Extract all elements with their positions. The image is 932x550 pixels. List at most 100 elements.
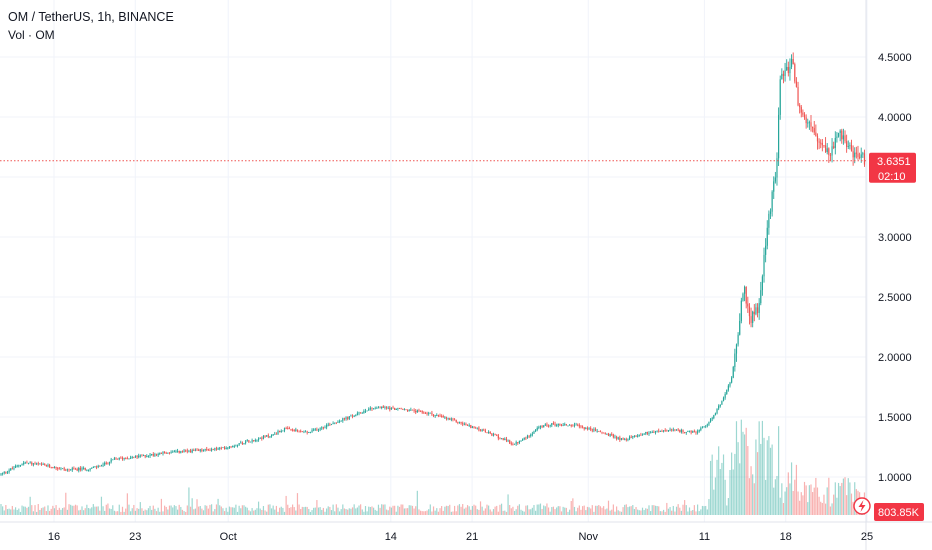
candle-body: [846, 141, 848, 147]
volume-bar: [138, 508, 140, 515]
volume-bar: [684, 500, 686, 515]
candle-body: [852, 151, 854, 158]
candle-body: [815, 132, 817, 136]
volume-bar: [492, 509, 495, 515]
volume-bar: [442, 510, 444, 515]
candle-body: [5, 471, 7, 473]
candle-body: [248, 440, 250, 443]
candle-body: [374, 408, 376, 410]
volume-bar: [191, 498, 193, 515]
price-candles[interactable]: [0, 52, 866, 476]
volume-bar: [173, 505, 175, 515]
candle-body: [277, 430, 279, 435]
volume-bar: [34, 505, 36, 515]
candle-body: [661, 431, 663, 432]
volume-bar: [87, 508, 90, 515]
candle-body: [128, 458, 130, 460]
volume-bar: [449, 504, 451, 515]
price-axis[interactable]: 4.50004.00003.50003.00002.50002.00001.50…: [878, 52, 912, 484]
candle-body: [343, 418, 346, 420]
volume-bar: [497, 511, 499, 515]
volume-bar: [356, 507, 358, 515]
volume-bar: [303, 507, 305, 515]
candle-body: [55, 466, 57, 469]
volume-bar: [377, 504, 380, 515]
volume-bar: [513, 511, 516, 515]
volume-bar: [847, 478, 849, 515]
volume-bar: [630, 506, 632, 515]
volume-bar: [196, 499, 198, 515]
volume-bar: [479, 501, 482, 515]
volume-bar: [413, 508, 415, 515]
volume-bar: [73, 505, 75, 515]
candle-body: [860, 154, 862, 158]
volume-bar: [734, 453, 736, 515]
candle-body: [298, 430, 300, 432]
volume-bar: [165, 506, 167, 515]
candle-body: [157, 453, 159, 456]
volume-bar: [805, 485, 807, 515]
price-tick-label: 2.0000: [878, 352, 912, 364]
candle-body: [675, 429, 678, 431]
volume-bar: [131, 508, 133, 515]
candle-body: [214, 448, 216, 450]
volume-bar: [834, 482, 836, 515]
volume-bar: [382, 504, 384, 515]
candle-body: [381, 406, 383, 408]
volume-bar: [343, 508, 346, 515]
volume-bar: [500, 503, 503, 515]
volume-bar: [826, 487, 828, 515]
time-tick-label: 18: [780, 531, 792, 543]
volume-bar: [505, 511, 508, 515]
candle-body: [719, 404, 721, 406]
candle-body: [436, 415, 438, 416]
lightning-icon[interactable]: [853, 497, 871, 515]
volume-bar: [499, 504, 501, 515]
candle-body: [460, 421, 462, 424]
candle-body: [583, 427, 585, 429]
volume-bar: [776, 475, 778, 515]
candle-body: [525, 437, 527, 439]
candle-body: [246, 440, 248, 442]
candle-body: [611, 434, 613, 435]
candle-body: [175, 451, 177, 452]
candle-body: [616, 436, 618, 439]
candle-body: [594, 429, 597, 432]
candle-body: [191, 450, 193, 453]
candle-body: [849, 145, 851, 147]
candle-body: [266, 435, 268, 437]
candle-body: [695, 432, 697, 434]
volume-bar: [504, 510, 506, 515]
volume-bar: [8, 508, 10, 515]
volume-bar: [390, 507, 393, 515]
candle-body: [701, 427, 704, 429]
candle-body: [591, 429, 593, 431]
candle-body: [49, 464, 51, 467]
volume-bar: [3, 510, 5, 515]
candle-body: [823, 145, 825, 147]
time-axis[interactable]: 16 23 Oct 14 21 Nov 11 18 25: [48, 531, 873, 543]
volume-bar: [774, 479, 776, 515]
volume-bar: [215, 504, 218, 515]
candle-body: [243, 443, 245, 444]
symbol-title[interactable]: OM / TetherUS, 1h, BINANCE: [8, 10, 174, 24]
volume-indicator-label[interactable]: Vol · OM: [8, 28, 55, 42]
volume-bar: [232, 507, 234, 515]
volume-bar: [526, 505, 529, 515]
candle-body: [726, 389, 728, 395]
candle-body: [181, 451, 184, 453]
candle-body: [76, 469, 78, 471]
volume-bar: [607, 500, 610, 515]
volume-bar: [363, 511, 365, 515]
volume-bar: [125, 508, 127, 515]
volume-bar: [661, 511, 663, 515]
volume-bar: [735, 421, 738, 515]
volume-bar: [57, 509, 59, 515]
volume-bar: [742, 431, 744, 515]
candle-body: [693, 431, 695, 433]
candle-body: [304, 431, 307, 433]
candle-body: [538, 427, 540, 428]
candle-body: [773, 181, 775, 192]
candle-body: [249, 441, 252, 443]
